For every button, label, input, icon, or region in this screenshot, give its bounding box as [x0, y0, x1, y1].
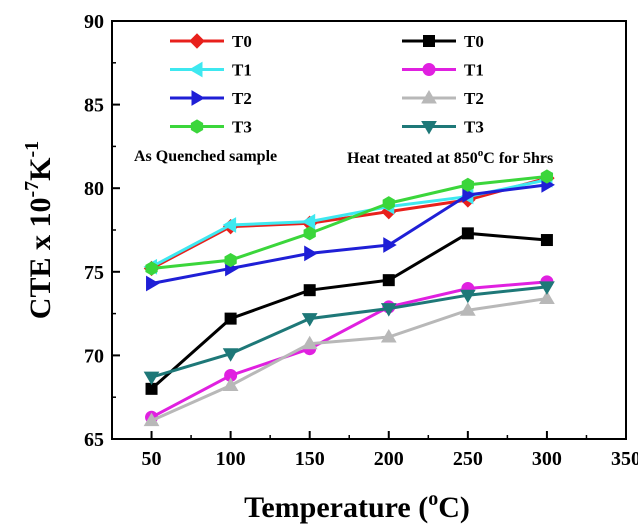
annotation-heat-treated: Heat treated at 850oC for 5hrs: [347, 147, 553, 167]
legend-label: T2: [464, 89, 484, 108]
data-point: [143, 412, 160, 427]
annotation-as-quenched: As Quenched sample: [134, 148, 277, 165]
data-point: [380, 303, 397, 317]
series-heat-treated-t2: [143, 290, 555, 427]
legend-marker: [189, 61, 203, 78]
series-layer: [143, 169, 555, 427]
legend-marker: [421, 90, 437, 104]
y-tick-label: 85: [84, 95, 104, 117]
legend-item: T3: [170, 118, 252, 137]
data-point: [382, 196, 395, 211]
legend-item: T3: [402, 118, 484, 137]
x-tick-label: 350: [611, 448, 638, 470]
data-point: [303, 284, 316, 297]
x-tick-label: 100: [216, 448, 246, 470]
data-point: [459, 302, 476, 316]
y-tick-label: 65: [84, 429, 104, 451]
series-line: [150, 280, 548, 419]
legend-marker: [190, 119, 204, 134]
legends: T0 T1 T2 T3 T0 T1 T2 T3: [170, 32, 484, 137]
legend-marker: [422, 63, 436, 76]
series-line: [151, 175, 548, 270]
series-heat-treated-t0: [145, 227, 553, 395]
data-point: [539, 290, 555, 305]
data-point: [222, 377, 239, 391]
data-point: [539, 281, 555, 295]
series-line: [150, 231, 548, 390]
legend-label: T3: [232, 118, 252, 137]
series-heat-treated-t1: [145, 275, 554, 424]
series-as-quenched-t3: [145, 169, 554, 276]
plot-area: [111, 20, 627, 440]
y-axis-title: CTE x 10-7K-1: [21, 141, 57, 319]
legend-item: T0: [170, 32, 252, 51]
data-point: [224, 253, 237, 268]
legend-item: T1: [170, 61, 252, 80]
data-point: [459, 289, 476, 304]
legend-label: T3: [464, 118, 484, 137]
x-tick-label: 50: [142, 448, 162, 470]
legend-marker: [423, 35, 435, 47]
data-point: [222, 348, 239, 362]
x-tick-label: 150: [295, 448, 325, 470]
legend-label: T1: [464, 61, 484, 80]
legend-as-quenched: T0 T1 T2 T3: [170, 32, 252, 137]
data-point: [380, 329, 397, 343]
series-heat-treated-t3: [143, 281, 555, 386]
data-point: [540, 234, 553, 247]
data-point: [301, 335, 318, 350]
data-point: [461, 177, 474, 192]
data-point: [303, 226, 316, 241]
series-line: [151, 285, 548, 379]
legend-marker: [421, 121, 437, 135]
data-point: [462, 187, 476, 203]
data-point: [383, 237, 397, 253]
data-point: [143, 371, 160, 386]
series-as-quenched-t0: [143, 170, 555, 277]
data-point: [382, 274, 395, 287]
data-point: [304, 245, 318, 262]
axis-ticks: 50 100 150 200 250 300 350 65 70 75 80 85 90: [84, 11, 638, 470]
plot-frame: [111, 20, 627, 440]
data-point: [224, 312, 237, 325]
y-tick-label: 90: [84, 11, 104, 33]
legend-label: T0: [232, 32, 252, 51]
series-line: [151, 183, 548, 285]
legend-item: T2: [170, 89, 252, 108]
x-tick-label: 300: [532, 448, 562, 470]
legend-item: T1: [402, 61, 484, 80]
legend-marker: [191, 90, 205, 106]
data-point: [222, 217, 237, 233]
data-point: [301, 213, 316, 230]
legend-label: T1: [232, 61, 252, 80]
legend-item: T0: [402, 32, 484, 51]
legend-label: T2: [232, 89, 252, 108]
x-tick-label: 250: [453, 448, 483, 470]
y-tick-label: 80: [84, 178, 104, 200]
series-line: [150, 297, 548, 422]
legend-heat-treated: T0 T1 T2 T3: [402, 32, 484, 137]
data-point: [540, 169, 554, 184]
y-tick-label: 70: [84, 345, 104, 367]
series-as-quenched-t1: [143, 171, 553, 275]
data-point: [146, 275, 160, 292]
y-tick-label: 75: [84, 262, 104, 284]
legend-item: T2: [402, 89, 484, 108]
legend-marker: [189, 33, 205, 49]
legend-label: T0: [464, 32, 484, 51]
data-point: [461, 227, 474, 240]
x-axis-title: Temperature (oC): [244, 488, 470, 524]
data-point: [145, 261, 158, 276]
data-point: [301, 313, 318, 327]
x-tick-label: 200: [374, 448, 404, 470]
